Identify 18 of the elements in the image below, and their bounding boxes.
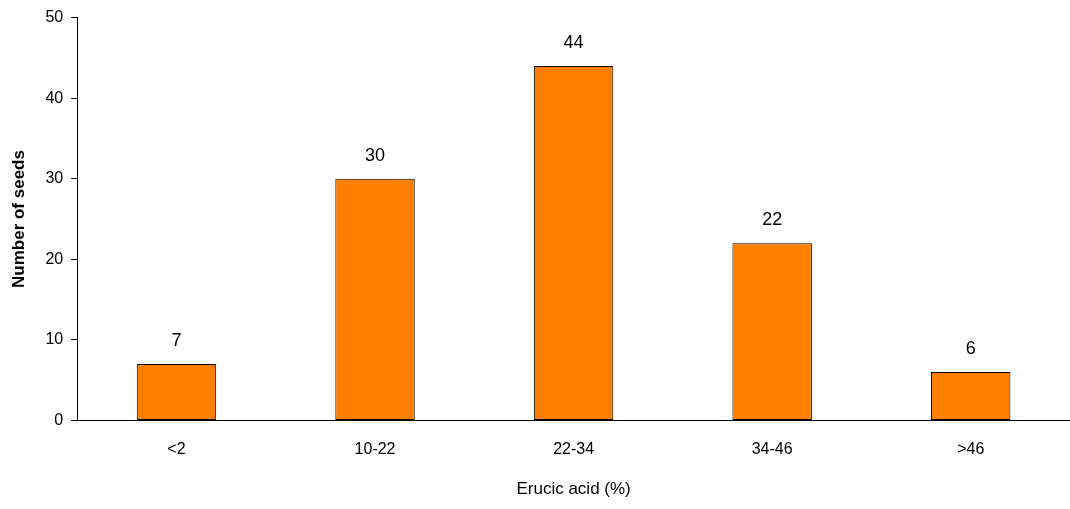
data-label: 6: [965, 338, 976, 359]
data-label: 22: [762, 209, 783, 230]
y-axis-title: Number of seeds: [8, 150, 28, 288]
y-tick-label: 10: [45, 330, 64, 348]
x-tick-label: 22-34: [553, 440, 595, 458]
data-label: 30: [365, 144, 386, 165]
y-tick-label: 30: [45, 169, 64, 187]
x-tick-label: <2: [167, 440, 186, 458]
data-label: 7: [171, 329, 182, 350]
x-axis-title: Erucic acid (%): [516, 479, 631, 499]
x-tick-label: 34-46: [751, 440, 793, 458]
y-tick-label: 50: [45, 8, 64, 26]
x-tick-label: >46: [957, 440, 985, 458]
x-tick-label: 10-22: [354, 440, 396, 458]
data-label: 44: [563, 31, 584, 52]
y-tick-label: 40: [45, 88, 64, 106]
y-tick-label: 0: [54, 410, 64, 428]
y-tick-label: 20: [45, 249, 64, 267]
